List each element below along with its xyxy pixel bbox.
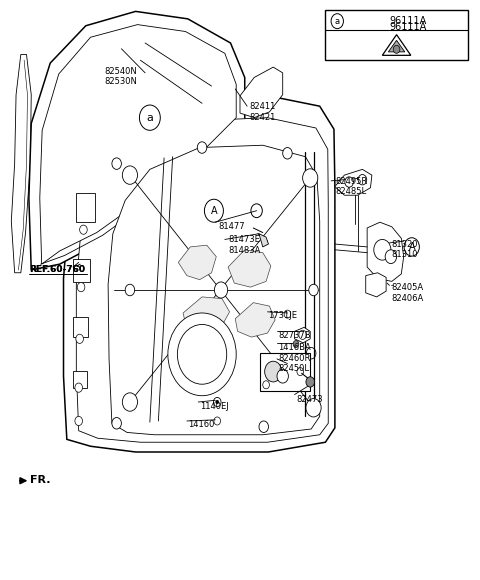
- Circle shape: [168, 313, 236, 396]
- Text: 82540N
82530N: 82540N 82530N: [105, 67, 138, 86]
- Circle shape: [302, 169, 318, 187]
- Polygon shape: [63, 96, 335, 452]
- Polygon shape: [76, 118, 328, 442]
- FancyBboxPatch shape: [72, 317, 88, 336]
- Polygon shape: [383, 35, 411, 55]
- Polygon shape: [366, 273, 386, 297]
- Polygon shape: [40, 24, 236, 264]
- Circle shape: [178, 324, 227, 384]
- Circle shape: [345, 177, 353, 187]
- Polygon shape: [108, 145, 320, 435]
- FancyBboxPatch shape: [72, 371, 87, 388]
- Circle shape: [77, 282, 85, 292]
- FancyBboxPatch shape: [73, 259, 90, 282]
- Circle shape: [80, 225, 87, 234]
- Circle shape: [112, 158, 121, 169]
- Circle shape: [358, 175, 367, 185]
- Circle shape: [299, 330, 306, 339]
- Circle shape: [75, 383, 83, 392]
- Circle shape: [112, 418, 121, 429]
- Polygon shape: [235, 303, 275, 337]
- Text: FR.: FR.: [30, 474, 51, 484]
- Circle shape: [139, 105, 160, 130]
- Circle shape: [277, 369, 288, 383]
- Circle shape: [76, 334, 84, 343]
- Circle shape: [216, 400, 219, 404]
- FancyBboxPatch shape: [325, 10, 468, 60]
- Circle shape: [284, 310, 291, 318]
- Text: A: A: [211, 206, 217, 216]
- Circle shape: [293, 340, 299, 347]
- Text: 1140EJ: 1140EJ: [200, 402, 228, 411]
- Text: a: a: [335, 17, 340, 26]
- Circle shape: [283, 147, 292, 159]
- Circle shape: [259, 421, 268, 433]
- Text: REF.60-760: REF.60-760: [29, 266, 85, 274]
- Polygon shape: [183, 297, 229, 329]
- Polygon shape: [367, 222, 404, 281]
- Text: 1731JE: 1731JE: [268, 311, 298, 320]
- Polygon shape: [388, 41, 405, 52]
- Circle shape: [214, 397, 221, 407]
- Circle shape: [306, 398, 321, 417]
- Polygon shape: [259, 234, 268, 247]
- Text: 82473: 82473: [296, 394, 323, 404]
- Circle shape: [374, 240, 391, 260]
- Text: 82405A
82406A: 82405A 82406A: [392, 283, 424, 303]
- Circle shape: [404, 238, 420, 256]
- Circle shape: [306, 347, 316, 359]
- Circle shape: [331, 14, 343, 28]
- Polygon shape: [295, 327, 310, 343]
- Text: 96111A: 96111A: [389, 16, 427, 26]
- Polygon shape: [228, 250, 271, 287]
- Text: a: a: [146, 113, 153, 122]
- Text: 1416BA: 1416BA: [278, 343, 311, 352]
- Circle shape: [306, 377, 314, 387]
- Text: 81477: 81477: [219, 222, 245, 231]
- Circle shape: [264, 361, 282, 382]
- Text: 82495R
82485L: 82495R 82485L: [335, 177, 367, 196]
- Text: 96111A: 96111A: [389, 22, 427, 32]
- Text: 14160: 14160: [188, 420, 214, 430]
- Circle shape: [214, 417, 220, 425]
- Text: 82460R
82450L: 82460R 82450L: [278, 354, 311, 373]
- Text: 81473E
81483A: 81473E 81483A: [228, 235, 261, 255]
- Circle shape: [122, 393, 137, 411]
- Text: 81320
81310: 81320 81310: [392, 240, 419, 259]
- Circle shape: [122, 166, 137, 184]
- Polygon shape: [29, 12, 245, 270]
- Text: 82737B: 82737B: [278, 331, 311, 340]
- Circle shape: [263, 380, 269, 389]
- Circle shape: [215, 282, 228, 298]
- Circle shape: [125, 284, 135, 296]
- Text: 82411
82421: 82411 82421: [250, 102, 276, 122]
- Circle shape: [251, 204, 262, 218]
- Circle shape: [393, 45, 400, 53]
- Circle shape: [385, 250, 396, 263]
- Text: A: A: [408, 242, 415, 252]
- Polygon shape: [240, 67, 283, 118]
- Polygon shape: [335, 169, 372, 195]
- FancyBboxPatch shape: [76, 193, 95, 222]
- Circle shape: [197, 142, 207, 153]
- Polygon shape: [12, 55, 31, 273]
- Circle shape: [309, 284, 318, 296]
- Circle shape: [204, 200, 223, 222]
- Circle shape: [75, 416, 83, 426]
- Polygon shape: [179, 245, 216, 280]
- FancyBboxPatch shape: [260, 353, 310, 390]
- Circle shape: [297, 368, 303, 376]
- Text: REF.60-760: REF.60-760: [29, 266, 85, 274]
